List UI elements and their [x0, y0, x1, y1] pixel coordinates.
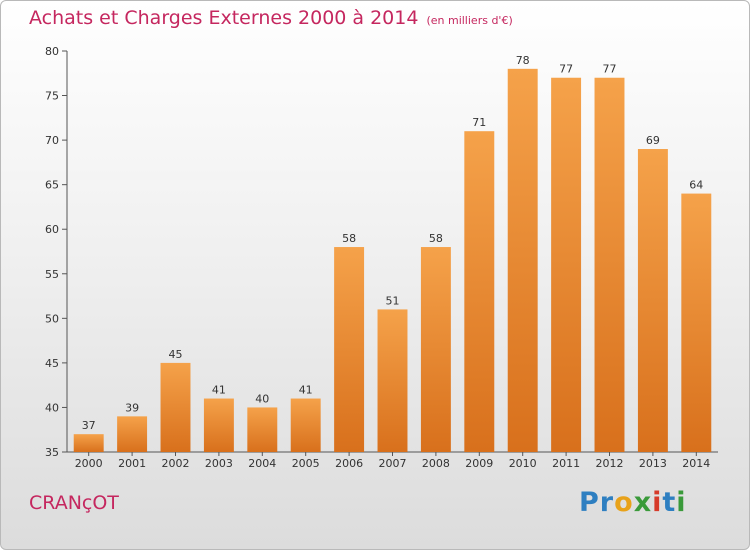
y-tick-label: 65	[45, 179, 59, 192]
bar-2002	[160, 362, 191, 452]
x-tick-label: 2006	[335, 457, 363, 470]
bar-2008	[420, 247, 451, 452]
x-tick-label: 2011	[552, 457, 580, 470]
bar-2000	[73, 434, 104, 452]
value-label: 37	[82, 419, 96, 432]
x-tick-label: 2003	[205, 457, 233, 470]
value-label: 71	[472, 116, 486, 129]
value-label: 41	[212, 384, 226, 397]
value-label: 78	[516, 54, 530, 67]
value-label: 41	[299, 384, 313, 397]
bar-2012	[594, 77, 625, 452]
x-tick-label: 2001	[118, 457, 146, 470]
place-name: CRANçOT	[29, 492, 119, 514]
value-label: 77	[559, 63, 573, 76]
logo-letter: i	[676, 487, 687, 518]
x-tick-label: 2000	[75, 457, 103, 470]
x-tick-label: 2009	[465, 457, 493, 470]
y-tick-label: 60	[45, 223, 59, 236]
logo-letter: o	[614, 487, 634, 518]
logo-letter: i	[652, 487, 663, 518]
bar-2009	[464, 131, 495, 452]
bar-2001	[117, 416, 148, 452]
logo-letter: t	[662, 487, 677, 518]
x-tick-label: 2008	[422, 457, 450, 470]
bar-2010	[507, 68, 538, 453]
y-tick-label: 50	[45, 312, 59, 325]
x-tick-label: 2004	[248, 457, 276, 470]
x-tick-label: 2014	[682, 457, 710, 470]
chart-unit: (en milliers d'€)	[426, 14, 513, 27]
chart-title: Achats et Charges Externes 2000 à 2014	[29, 7, 419, 29]
x-tick-label: 2013	[639, 457, 667, 470]
bar-2004	[247, 407, 278, 452]
value-label: 45	[169, 348, 183, 361]
x-tick-label: 2007	[379, 457, 407, 470]
x-tick-label: 2010	[509, 457, 537, 470]
x-tick-label: 2005	[292, 457, 320, 470]
logo-letter: P	[579, 487, 600, 518]
y-tick-label: 70	[45, 134, 59, 147]
bar-2007	[377, 309, 408, 452]
value-label: 64	[689, 179, 703, 192]
logo-letter: x	[633, 487, 653, 518]
chart-title-block: Achats et Charges Externes 2000 à 2014 (e…	[29, 7, 513, 29]
proxiti-logo[interactable]: Proxiti	[579, 487, 687, 518]
value-label: 40	[255, 392, 269, 405]
x-tick-label: 2012	[596, 457, 624, 470]
value-label: 58	[429, 232, 443, 245]
y-tick-label: 80	[45, 45, 59, 58]
bar-2005	[290, 398, 321, 452]
y-tick-label: 55	[45, 268, 59, 281]
value-label: 77	[603, 63, 617, 76]
bar-2011	[551, 77, 582, 452]
bar-2013	[637, 149, 668, 452]
value-label: 39	[125, 401, 139, 414]
value-label: 58	[342, 232, 356, 245]
bar-2006	[334, 247, 365, 452]
x-tick-label: 2002	[162, 457, 190, 470]
bar-2003	[203, 398, 234, 452]
logo-letter: r	[599, 487, 615, 518]
value-label: 51	[386, 294, 400, 307]
value-label: 69	[646, 134, 660, 147]
y-tick-label: 35	[45, 446, 59, 459]
y-tick-label: 75	[45, 90, 59, 103]
y-tick-label: 40	[45, 401, 59, 414]
bar-2014	[681, 193, 712, 453]
y-tick-label: 45	[45, 357, 59, 370]
